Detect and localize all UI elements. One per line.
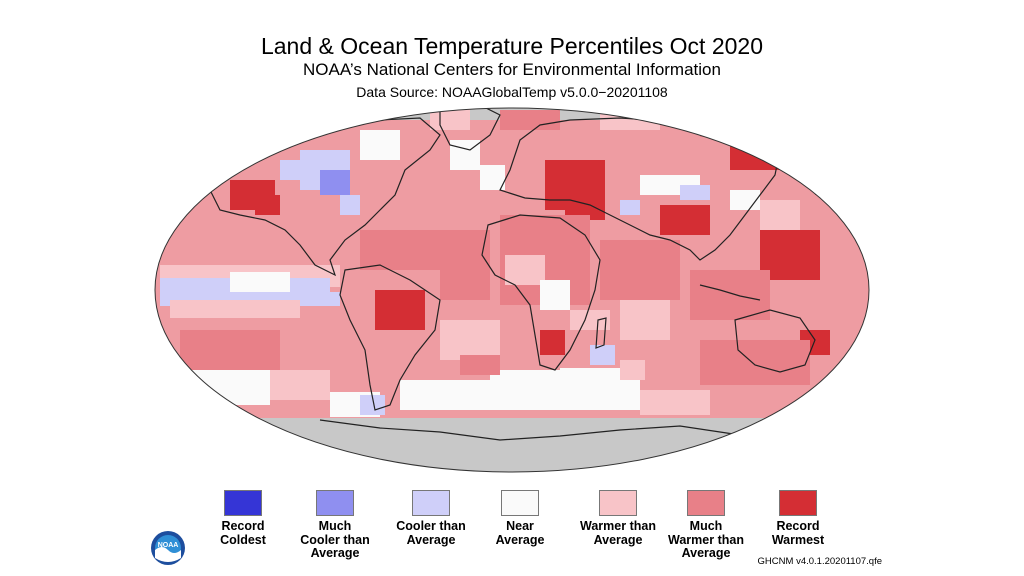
grid-cell — [640, 390, 710, 415]
map-title: Land & Ocean Temperature Percentiles Oct… — [260, 33, 764, 59]
grid-cell — [255, 195, 280, 215]
legend-swatch — [599, 490, 637, 516]
grid-cell — [340, 195, 360, 215]
grid-cell — [170, 300, 300, 318]
legend-item: Record Coldest — [188, 490, 298, 547]
grid-cell — [600, 240, 680, 300]
south-america-outline — [339, 264, 441, 411]
grid-cell — [460, 355, 500, 375]
grid-cell — [270, 370, 330, 400]
grid-cell — [395, 305, 425, 330]
grid-cell — [620, 200, 640, 215]
grid-cell — [700, 340, 810, 385]
legend-swatch — [224, 490, 262, 516]
legend-item: Much Warmer than Average — [651, 490, 761, 561]
eurasia-outline — [499, 117, 781, 261]
legend-swatch — [779, 490, 817, 516]
grid-cell — [675, 215, 705, 235]
grid-cell — [760, 200, 800, 230]
grid-cell — [360, 395, 385, 415]
svg-text:NOAA: NOAA — [158, 542, 179, 549]
indonesia-outline — [699, 284, 761, 301]
legend-label: Much Cooler than Average — [300, 519, 370, 560]
antarctica-outline — [319, 419, 781, 441]
legend-swatch — [501, 490, 539, 516]
noaa-logo-icon: NOAA — [151, 531, 185, 565]
legend-label: Record Warmest — [771, 519, 825, 547]
data-source: Data Source: NOAAGlobalTemp v5.0.0−20201… — [356, 84, 668, 100]
grid-cell — [300, 292, 340, 306]
grid-cell — [700, 112, 750, 137]
much-cooler-region — [320, 170, 350, 195]
legend-label: Record Coldest — [220, 519, 266, 547]
grid-cell — [505, 255, 545, 285]
grid-cell — [690, 270, 770, 320]
grid-cell — [480, 165, 505, 190]
grid-cell — [540, 330, 565, 355]
legend-swatch — [412, 490, 450, 516]
grid-cell — [590, 345, 615, 365]
grid-cell — [400, 380, 490, 410]
grid-cell — [360, 230, 440, 270]
africa-outline — [481, 214, 601, 371]
grid-cell — [280, 160, 305, 180]
greenland-outline — [439, 108, 501, 151]
grid-cell — [620, 300, 670, 340]
map-cells — [155, 108, 869, 472]
grid-cell — [815, 170, 840, 195]
grid-cell — [180, 330, 280, 370]
grid-cell — [570, 310, 610, 330]
globe-border — [154, 107, 870, 473]
grid-cell — [360, 130, 400, 160]
legend-label: Much Warmer than Average — [668, 519, 744, 560]
legend-item: Warmer than Average — [563, 490, 673, 547]
madagascar-outline — [595, 317, 607, 349]
grid-cell — [620, 360, 645, 380]
no-data-antarctic — [155, 418, 869, 472]
legend-swatch — [687, 490, 725, 516]
map-subtitle: NOAA’s National Centers for Environmenta… — [303, 60, 721, 79]
australia-outline — [734, 309, 816, 373]
grid-cell — [440, 230, 490, 300]
grid-cell — [430, 108, 470, 130]
version-label: GHCNM v4.0.1.20201107.qfe — [757, 556, 882, 567]
grid-cell — [540, 280, 570, 310]
legend-item: Much Cooler than Average — [280, 490, 390, 561]
grid-cell — [680, 185, 710, 200]
grid-cell — [780, 245, 820, 275]
grid-cell — [440, 320, 500, 360]
grid-cell — [560, 368, 620, 398]
legend-label: Warmer than Average — [580, 519, 656, 547]
grid-cell — [730, 190, 760, 210]
legend-label: Near Average — [495, 519, 545, 547]
legend-item: Near Average — [465, 490, 575, 547]
grid-cell — [230, 272, 290, 292]
legend-item: Cooler than Average — [376, 490, 486, 547]
grid-cell — [500, 110, 560, 130]
legend-label: Cooler than Average — [396, 519, 466, 547]
grid-cell — [450, 140, 480, 170]
legend-item: Record Warmest — [743, 490, 853, 547]
legend-swatch — [316, 490, 354, 516]
